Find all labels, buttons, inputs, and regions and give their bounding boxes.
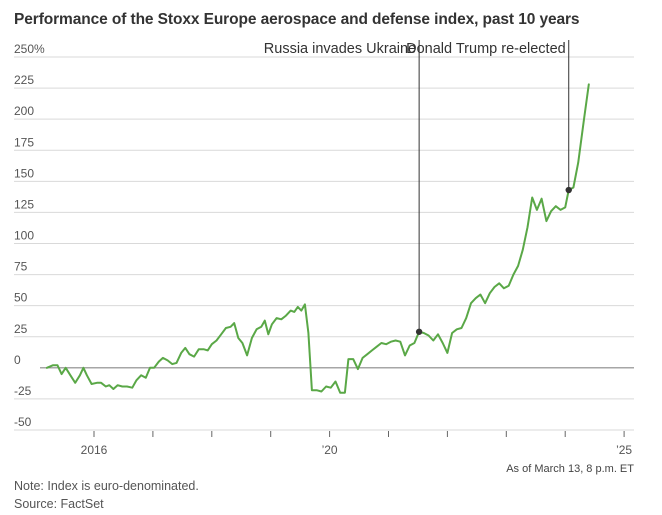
x-axis-ticks: 2016 ’20 ’25 — [81, 431, 632, 457]
y-tick-label: 100 — [14, 229, 34, 243]
y-axis-tick-labels: 250% 225 200 175 150 125 100 75 50 25 0 -25 -50 — [14, 42, 45, 429]
y-tick-label: 75 — [14, 260, 28, 274]
gridlines — [14, 56, 634, 431]
y-tick-label: 0 — [14, 353, 21, 367]
y-tick-label: 175 — [14, 135, 34, 149]
x-tick-label: 2016 — [81, 443, 108, 457]
series-line — [45, 83, 590, 394]
annotation-label: Donald Trump re-elected — [406, 41, 566, 57]
series-lines — [45, 83, 590, 394]
chart-source: Source: FactSet — [14, 497, 104, 511]
annotation-label: Russia invades Ukraine — [264, 41, 416, 57]
y-tick-label: 150 — [14, 166, 34, 180]
x-tick-label: ’25 — [616, 443, 632, 457]
chart-title: Performance of the Stoxx Europe aerospac… — [14, 11, 580, 28]
y-tick-label: 225 — [14, 73, 34, 87]
y-tick-label: 200 — [14, 104, 34, 118]
chart-note: Note: Index is euro-denominated. — [14, 479, 199, 493]
y-tick-label: 25 — [14, 322, 28, 336]
y-tick-label: 125 — [14, 197, 34, 211]
annotation-dot — [565, 186, 572, 194]
y-tick-label: -25 — [14, 384, 32, 398]
annotation-dot — [415, 328, 423, 335]
y-tick-label: 250% — [14, 42, 45, 56]
y-tick-label: 50 — [14, 291, 28, 305]
y-tick-label: -50 — [14, 415, 32, 429]
x-tick-label: ’20 — [322, 443, 338, 457]
as-of-date: As of March 13, 8 p.m. ET — [506, 463, 634, 475]
annotation-markers — [415, 186, 572, 335]
